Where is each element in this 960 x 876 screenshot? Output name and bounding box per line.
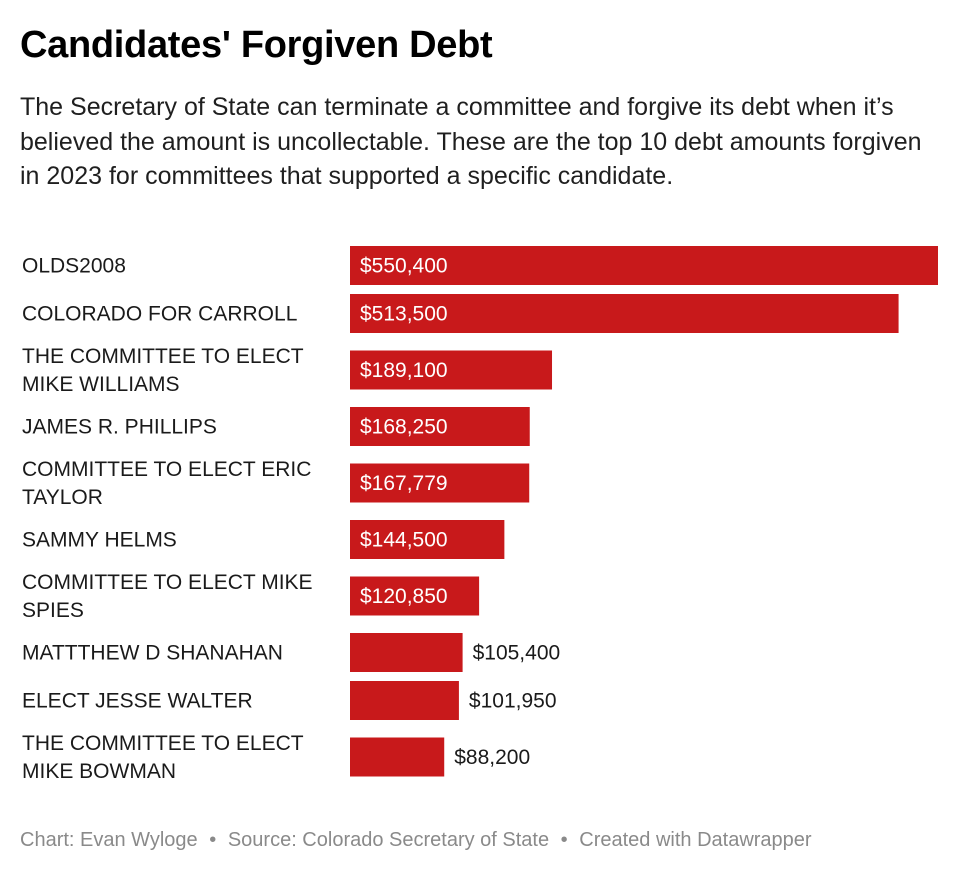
bar <box>350 294 899 333</box>
category-label: ELECT JESSE WALTER <box>22 690 253 713</box>
bar <box>350 737 445 777</box>
value-label: $513,500 <box>360 303 448 326</box>
category-label: JAMES R. PHILLIPS <box>22 416 217 439</box>
category-label: MATTTHEW D SHANAHAN <box>22 642 283 665</box>
bar <box>350 463 530 503</box>
category-label: OLDS2008 <box>22 255 126 278</box>
bar <box>350 407 530 446</box>
chart-footer: Chart: Evan Wyloge • Source: Colorado Se… <box>20 826 812 854</box>
bar <box>350 246 938 285</box>
source-credit: Source: Colorado Secretary of State <box>227 829 550 851</box>
category-label: COMMITTEE TO ELECT MIKE SPIES <box>22 571 313 622</box>
category-label: COLORADO FOR CARROLL <box>22 303 297 326</box>
value-label: $550,400 <box>360 255 448 278</box>
value-label: $168,250 <box>360 416 448 439</box>
chart-credit: Chart: Evan Wyloge <box>20 829 198 851</box>
bar <box>350 350 553 390</box>
category-label: SAMMY HELMS <box>22 529 177 552</box>
value-label: $189,100 <box>360 359 448 382</box>
category-label: COMMITTEE TO ELECT ERIC TAYLOR <box>22 458 311 509</box>
chart-title: Candidates' Forgiven Debt <box>20 24 493 66</box>
value-label: $88,200 <box>454 746 530 769</box>
bar <box>350 633 463 672</box>
bar <box>350 520 505 559</box>
footer-separator: • <box>209 829 217 851</box>
chart-subtitle: The Secretary of State can terminate a c… <box>20 93 922 190</box>
value-label: $120,850 <box>360 585 448 608</box>
category-label: THE COMMITTEE TO ELECT MIKE WILLIAMS <box>22 345 304 396</box>
category-label: THE COMMITTEE TO ELECT MIKE BOWMAN <box>22 732 304 783</box>
value-label: $167,779 <box>360 472 448 495</box>
bar <box>350 576 480 616</box>
footer-separator: • <box>560 829 568 851</box>
value-label: $105,400 <box>473 642 561 665</box>
value-label: $144,500 <box>360 529 448 552</box>
bar <box>350 681 459 720</box>
created-with-credit: Created with Datawrapper <box>579 829 812 851</box>
value-label: $101,950 <box>469 690 557 713</box>
